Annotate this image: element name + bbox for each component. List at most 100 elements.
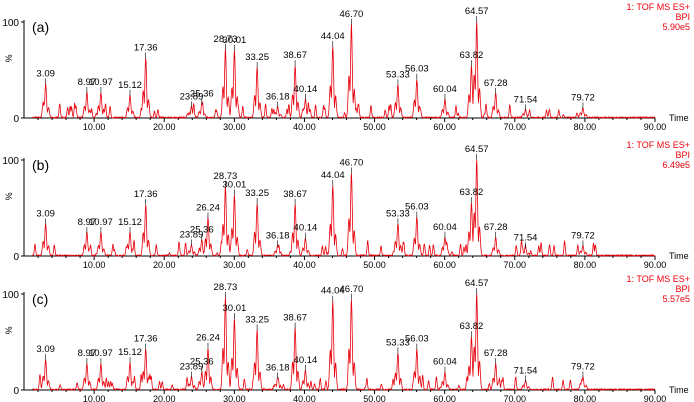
x-axis-label: Time bbox=[669, 113, 689, 123]
peak-label: 33.25 bbox=[245, 188, 269, 199]
peak-label: 40.14 bbox=[294, 223, 318, 234]
x-tick-label: 70.00 bbox=[504, 122, 527, 132]
peak-label: 64.57 bbox=[465, 144, 489, 155]
x-tick-label: 40.00 bbox=[293, 122, 316, 132]
peak-label: 26.24 bbox=[196, 333, 220, 344]
x-tick-label: 80.00 bbox=[574, 394, 597, 402]
peak-label: 56.03 bbox=[405, 64, 429, 75]
trace-label: BPI bbox=[675, 150, 690, 160]
peak-label: 60.04 bbox=[433, 357, 457, 368]
x-tick-label: 60.00 bbox=[433, 122, 456, 132]
panel-1: 0 100% 10.00 20.00 30.00 40.00 50.00 60.00 70.00… bbox=[2, 140, 690, 270]
peak-label: 46.70 bbox=[340, 284, 364, 295]
peak-label: 8.97 bbox=[78, 217, 97, 228]
intensity-label: 5.57e5 bbox=[662, 294, 690, 304]
x-tick-label: 80.00 bbox=[574, 260, 597, 270]
peak-label: 33.25 bbox=[245, 52, 269, 63]
peak-label: 17.36 bbox=[134, 42, 158, 53]
peak-label: 56.03 bbox=[405, 202, 429, 213]
x-tick-label: 50.00 bbox=[363, 394, 386, 402]
peak-label: 60.04 bbox=[433, 222, 457, 233]
peak-label: 23.89 bbox=[180, 91, 204, 102]
x-tick-label: 60.00 bbox=[433, 394, 456, 402]
instrument-label: 1: TOF MS ES+ bbox=[627, 274, 690, 284]
x-tick-label: 60.00 bbox=[433, 260, 456, 270]
peak-label: 3.09 bbox=[36, 208, 55, 219]
peak-label: 25.36 bbox=[190, 89, 214, 100]
peak-label: 71.54 bbox=[514, 232, 538, 243]
peak-label: 79.72 bbox=[571, 362, 595, 373]
peak-label: 28.73 bbox=[214, 171, 238, 182]
peak-label: 53.33 bbox=[386, 69, 410, 80]
y-tick-label: 100 bbox=[2, 156, 19, 167]
x-tick-label: 70.00 bbox=[504, 394, 527, 402]
peak-label: 23.89 bbox=[180, 229, 204, 240]
x-tick-label: 20.00 bbox=[153, 122, 176, 132]
peak-label: 10.97 bbox=[89, 217, 113, 228]
peak-label: 3.09 bbox=[36, 68, 55, 79]
peak-label: 64.57 bbox=[465, 6, 489, 17]
bpi-trace bbox=[32, 159, 656, 258]
peak-label: 28.73 bbox=[214, 282, 238, 293]
panel-0: 0 100% 10.00 20.00 30.00 40.00 50.00 60.00 70.00… bbox=[2, 2, 690, 132]
x-tick-label: 90.00 bbox=[644, 394, 667, 402]
peak-label: 28.73 bbox=[214, 34, 238, 45]
peak-label: 67.28 bbox=[484, 348, 508, 359]
peak-label: 53.33 bbox=[386, 208, 410, 219]
y-axis-label: % bbox=[4, 192, 14, 200]
peak-label: 79.72 bbox=[571, 92, 595, 103]
peak-label: 38.67 bbox=[283, 313, 307, 324]
peak-label: 38.67 bbox=[283, 50, 307, 61]
peak-label: 67.28 bbox=[484, 222, 508, 233]
bpi-trace bbox=[32, 293, 656, 392]
peak-label: 46.70 bbox=[340, 9, 364, 20]
peak-label: 8.97 bbox=[78, 348, 97, 359]
x-tick-label: 10.00 bbox=[83, 394, 106, 402]
x-tick-label: 30.00 bbox=[223, 122, 246, 132]
panel-label: (a) bbox=[32, 19, 49, 35]
peak-label: 53.33 bbox=[386, 338, 410, 349]
peak-label: 60.04 bbox=[433, 84, 457, 95]
bpi-trace bbox=[32, 21, 656, 120]
x-tick-label: 30.00 bbox=[223, 260, 246, 270]
y-tick-label: 0 bbox=[13, 386, 19, 397]
peak-label: 63.82 bbox=[460, 321, 484, 332]
x-tick-label: 10.00 bbox=[83, 122, 106, 132]
peak-label: 33.25 bbox=[245, 314, 269, 325]
x-tick-label: 80.00 bbox=[574, 122, 597, 132]
peak-label: 3.09 bbox=[36, 344, 55, 355]
x-axis-label: Time bbox=[669, 385, 689, 395]
panel-label: (b) bbox=[32, 157, 49, 173]
x-tick-label: 50.00 bbox=[363, 122, 386, 132]
peak-label: 30.01 bbox=[223, 35, 247, 46]
peak-label: 40.14 bbox=[294, 84, 318, 95]
peak-label: 71.54 bbox=[514, 365, 538, 376]
y-axis-label: % bbox=[4, 326, 14, 334]
peak-label: 10.97 bbox=[89, 77, 113, 88]
y-axis-label: % bbox=[4, 54, 14, 62]
peak-label: 40.14 bbox=[294, 355, 318, 366]
peak-label: 63.82 bbox=[460, 187, 484, 198]
trace-label: BPI bbox=[675, 12, 690, 22]
y-tick-label: 0 bbox=[13, 252, 19, 263]
peak-label: 79.72 bbox=[571, 230, 595, 241]
x-tick-label: 40.00 bbox=[293, 394, 316, 402]
peak-label: 25.36 bbox=[190, 357, 214, 368]
peak-label: 44.04 bbox=[321, 286, 345, 297]
peak-label: 15.12 bbox=[118, 80, 142, 91]
intensity-label: 5.90e5 bbox=[662, 22, 690, 32]
instrument-label: 1: TOF MS ES+ bbox=[627, 2, 690, 12]
x-tick-label: 90.00 bbox=[644, 260, 667, 270]
y-tick-label: 100 bbox=[2, 18, 19, 29]
peak-label: 10.97 bbox=[89, 348, 113, 359]
peak-label: 17.36 bbox=[134, 334, 158, 345]
x-axis-label: Time bbox=[669, 251, 689, 261]
peak-label: 15.12 bbox=[118, 217, 142, 228]
peak-label: 67.28 bbox=[484, 78, 508, 89]
x-tick-label: 30.00 bbox=[223, 394, 246, 402]
peak-label: 46.70 bbox=[340, 157, 364, 168]
y-tick-label: 100 bbox=[2, 290, 19, 301]
peak-label: 56.03 bbox=[405, 334, 429, 345]
peak-label: 44.04 bbox=[321, 31, 345, 42]
